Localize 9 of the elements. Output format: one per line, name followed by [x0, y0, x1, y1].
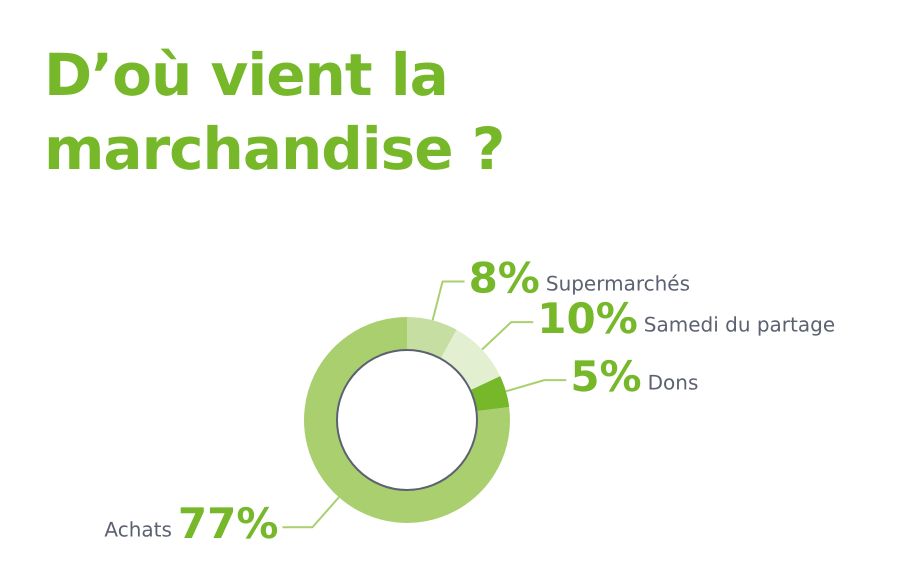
- data-label: 8%: [468, 253, 540, 302]
- data-label: 10%: [537, 294, 638, 344]
- data-label: 5%: [570, 352, 642, 402]
- slice-label: Samedi du partage: [644, 312, 836, 336]
- slice-label: Supermarchés: [546, 272, 690, 296]
- data-label: 77%: [178, 499, 278, 548]
- slice-label: Dons: [648, 370, 698, 394]
- slice-label: Achats: [104, 517, 172, 542]
- chart-title: D’où vient la marchandise ?: [44, 40, 506, 185]
